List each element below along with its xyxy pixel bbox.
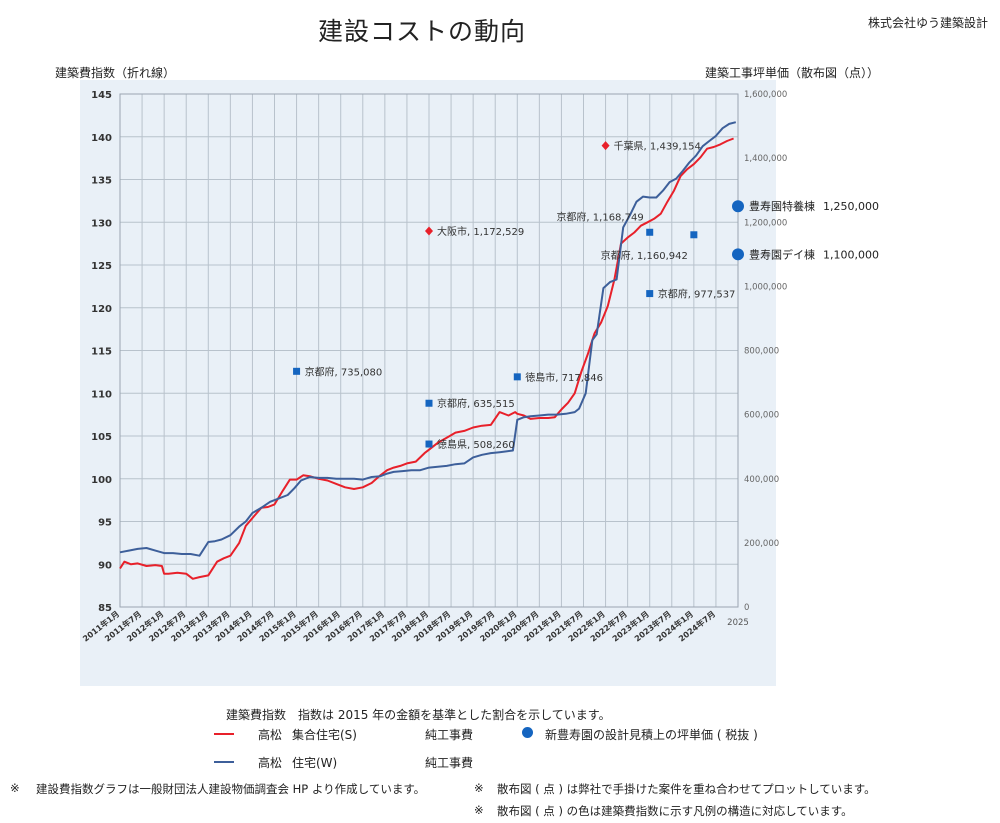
scatter-label: 京都府, 1,160,942 — [601, 249, 688, 262]
scatter-label: 京都府, 635,515 — [437, 397, 515, 410]
left-tick-label: 135 — [91, 176, 112, 187]
series-line-apartment — [119, 137, 734, 580]
legend-series1-cost: 純工事費 — [425, 728, 474, 742]
right-tick-label: 800,000 — [744, 347, 779, 357]
legend-series2-city: 高松 — [258, 756, 283, 770]
right-tick-label: 1,600,000 — [744, 90, 787, 100]
right-axis-label: 建築工事坪単価（散布図（点）） — [705, 66, 880, 80]
note-2-mark: ※ — [474, 781, 484, 795]
highlight-label: 豊寿園特養棟 — [749, 199, 815, 213]
right-tick-label: 600,000 — [744, 411, 779, 421]
chart-title: 建設コストの動向 — [318, 17, 527, 46]
scatter-label: 千葉県, 1,439,154 — [614, 140, 701, 153]
legend-swatch-house — [214, 761, 234, 763]
legend-series2-name: 住宅(W) — [292, 756, 338, 770]
scatter-point — [690, 231, 698, 239]
right-tick-label: 1,000,000 — [744, 282, 787, 292]
scatter-label: 京都府, 735,080 — [305, 365, 383, 378]
highlight-point — [732, 248, 744, 261]
left-tick-label: 110 — [91, 389, 112, 400]
right-tick-label: 0 — [744, 603, 749, 613]
left-tick-label: 85 — [98, 603, 112, 614]
legend-index-description: 指数は 2015 年の金額を基準とした割合を示しています。 — [298, 708, 611, 722]
legend-index-title: 建築費指数 — [226, 708, 287, 722]
highlight-point — [732, 200, 744, 213]
left-tick-label: 100 — [91, 475, 112, 486]
plot-frame — [119, 93, 739, 608]
scatter-point — [601, 141, 610, 151]
scatter-point — [425, 226, 433, 236]
note-3: 散布図 ( 点 ) の色は建築費指数に示す凡例の構造に対応しています。 — [497, 804, 853, 818]
plot-background — [80, 80, 776, 686]
left-tick-label: 95 — [98, 518, 112, 529]
scatter-label: 京都府, 977,537 — [658, 288, 736, 301]
highlight-value: 1,100,000 — [823, 248, 879, 261]
chart-svg: 85 90 95 100 105 110 115 120 125 130 135 140 145 0 200… — [80, 80, 879, 686]
left-tick-label: 105 — [91, 432, 112, 443]
scatter-label: 徳島市, 717,846 — [525, 371, 603, 384]
note-2: 散布図 ( 点 ) は弊社で手掛けた案件を重ね合わせてプロットしています。 — [497, 782, 876, 796]
scatter-label: 徳島県, 508,260 — [437, 438, 515, 451]
left-tick-label: 145 — [91, 90, 112, 101]
left-tick-label: 120 — [91, 304, 112, 315]
highlight-value: 1,250,000 — [823, 200, 879, 213]
scatter-label: 大阪市, 1,172,529 — [437, 225, 524, 238]
highlight-label: 豊寿園デイ棟 — [749, 247, 815, 261]
scatter-point — [513, 373, 521, 381]
legend-series2-cost: 純工事費 — [425, 756, 474, 770]
right-tick-label: 400,000 — [744, 475, 779, 485]
company-name: 株式会社ゆう建築設計 — [867, 16, 988, 30]
legend-series1-name: 集合住宅(S) — [292, 728, 357, 742]
left-tick-label: 140 — [91, 133, 112, 144]
left-tick-label: 130 — [91, 218, 112, 229]
left-tick-label: 90 — [98, 560, 112, 571]
right-tick-label: 1,200,000 — [744, 218, 787, 228]
scatter-point — [293, 367, 301, 375]
scatter-point — [646, 290, 654, 298]
scatter-point — [646, 228, 654, 236]
legend-scatter-marker — [522, 727, 533, 738]
scatter-label: 京都府, 1,168,749 — [556, 210, 643, 223]
left-tick-label: 115 — [91, 347, 112, 358]
note-1: 建設費指数グラフは一般財団法人建設物価調査会 HP より作成しています。 — [36, 782, 426, 796]
series-line-house — [119, 121, 737, 557]
left-axis-label: 建築費指数（折れ線） — [55, 66, 176, 80]
legend-scatter-label: 新豊寿園の設計見積上の坪単価 ( 税抜 ) — [545, 728, 758, 742]
scatter-point — [425, 399, 433, 407]
note-3-mark: ※ — [474, 803, 484, 817]
right-tick-label: 1,400,000 — [744, 154, 787, 164]
left-tick-label: 125 — [91, 261, 112, 272]
legend-swatch-apartment — [214, 733, 234, 735]
x-tick-label: 2025 — [727, 618, 749, 628]
legend-series1-city: 高松 — [258, 728, 283, 742]
scatter-point — [425, 440, 433, 448]
right-tick-label: 200,000 — [744, 539, 779, 549]
note-1-mark: ※ — [10, 781, 20, 795]
